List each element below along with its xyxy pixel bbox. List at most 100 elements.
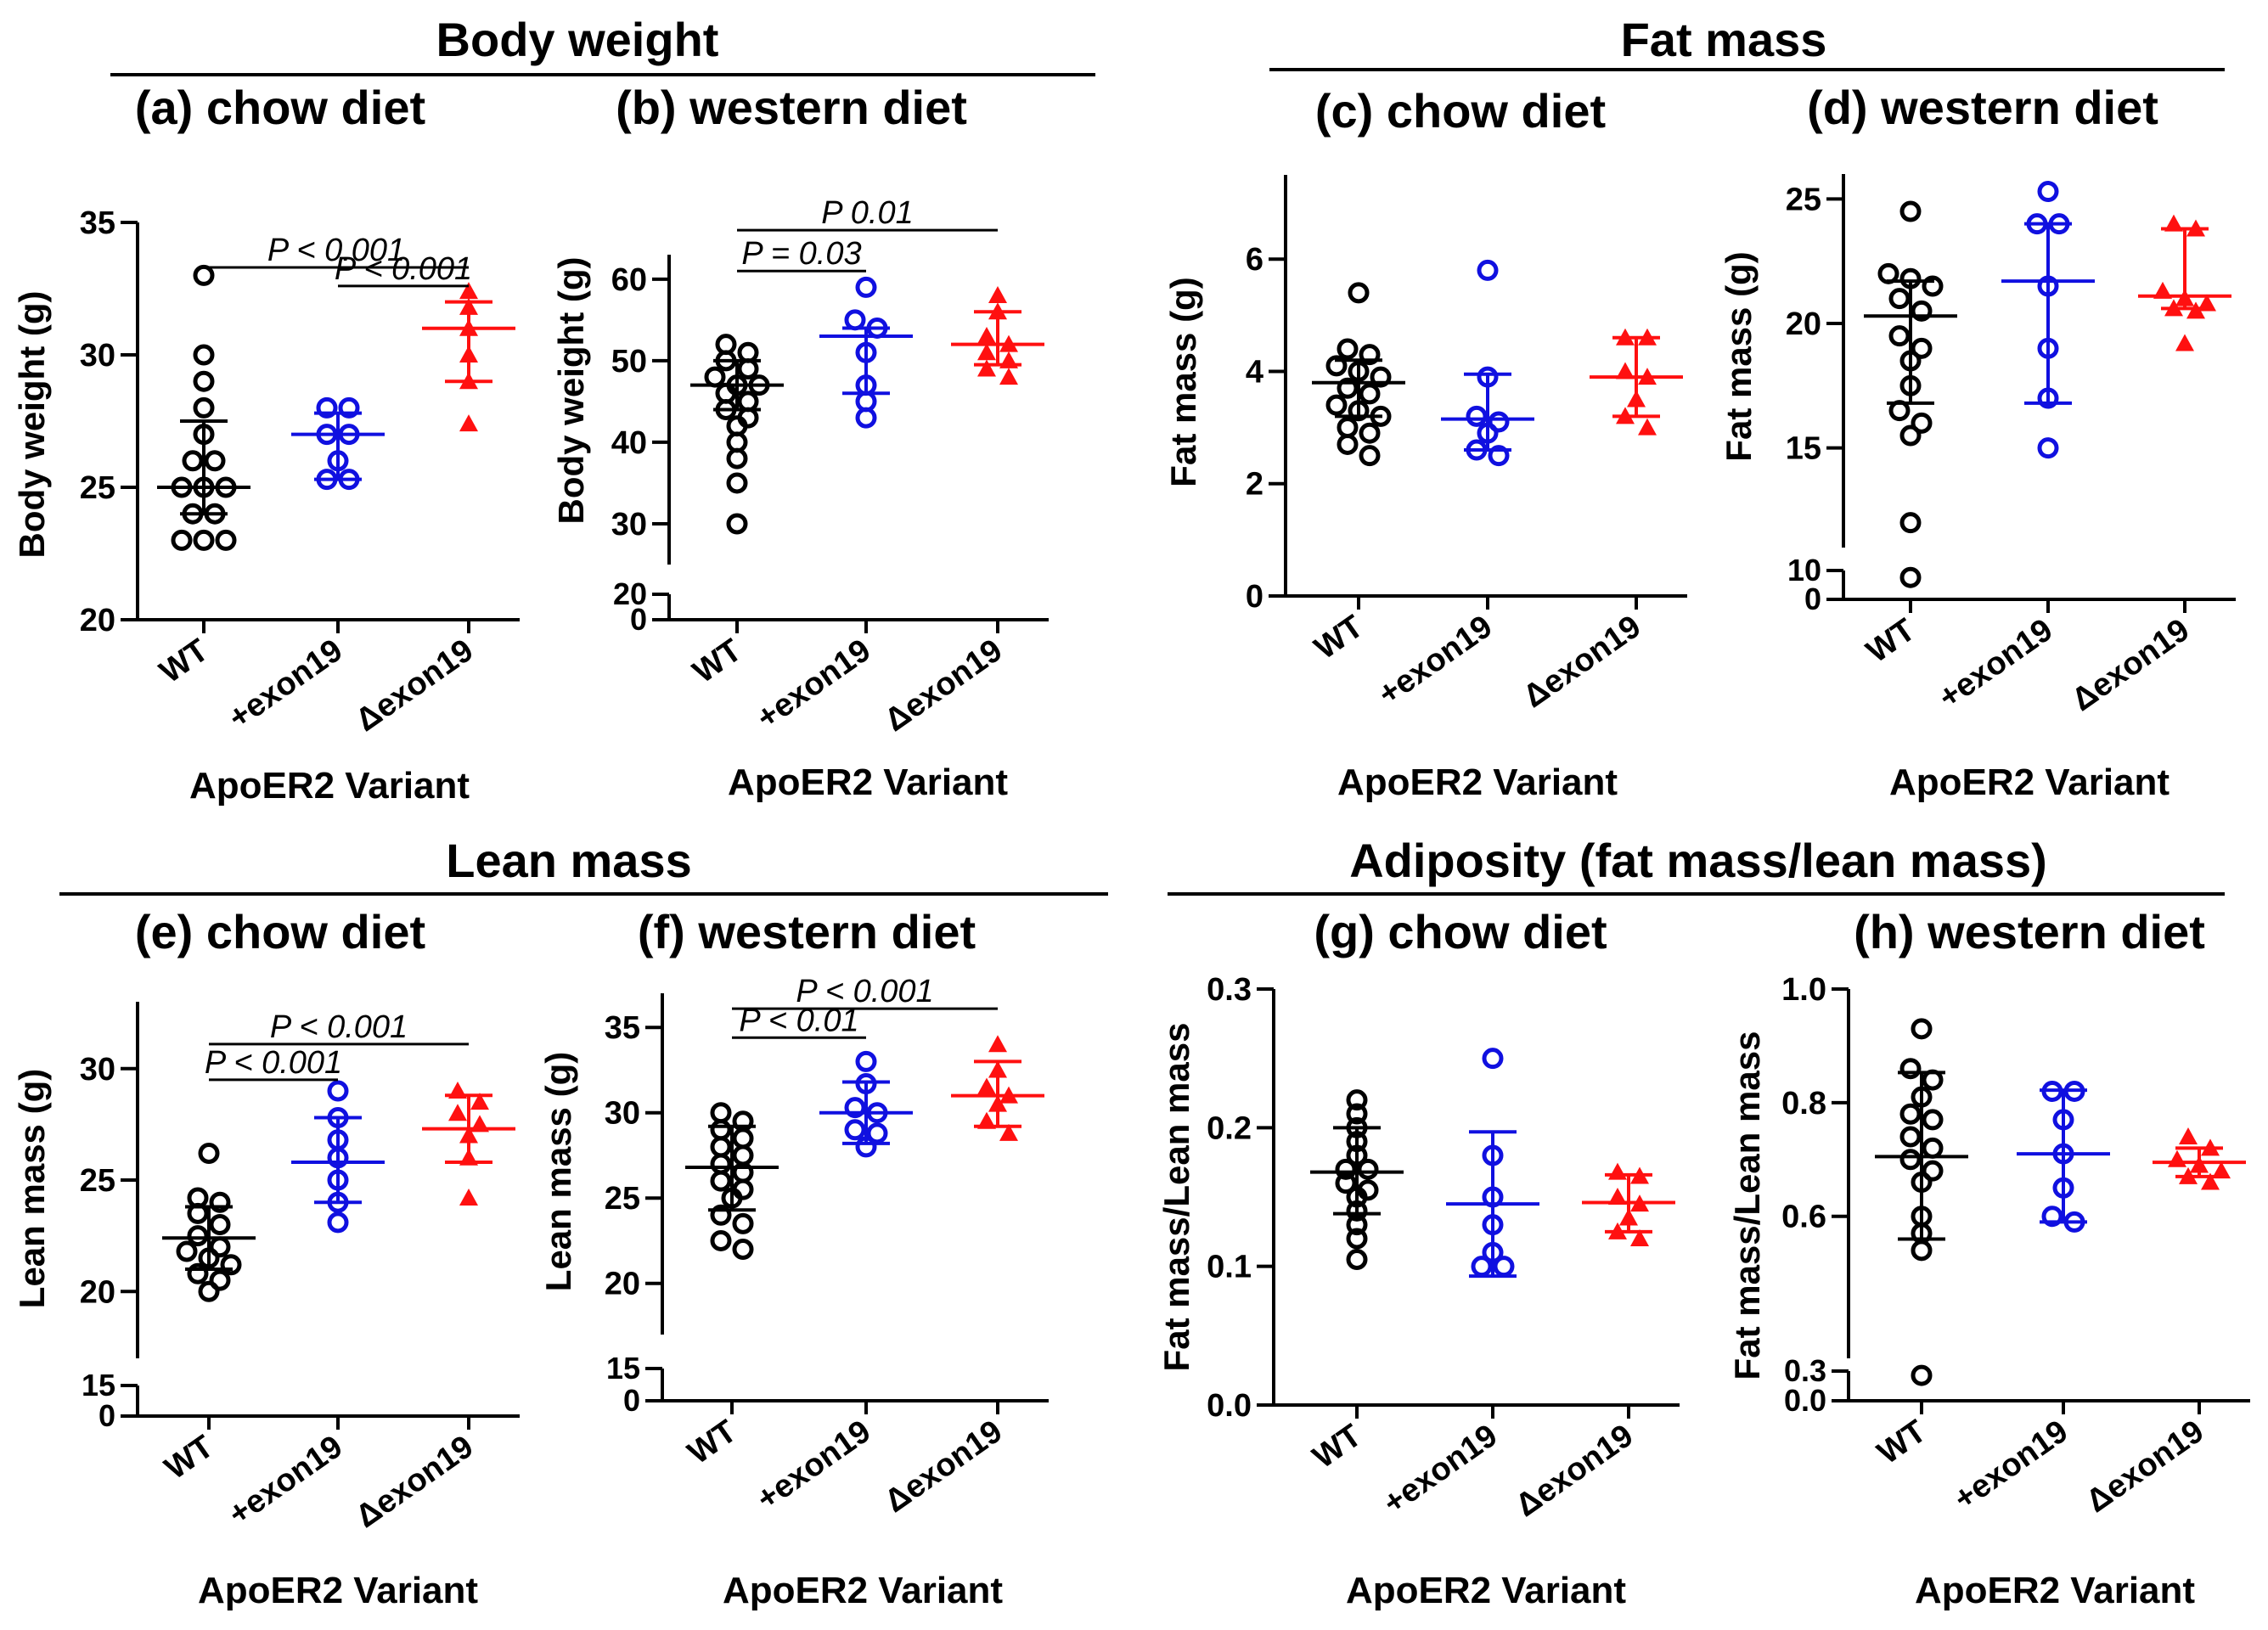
data-point xyxy=(1899,424,1922,447)
data-point xyxy=(1630,1229,1649,1246)
data-point xyxy=(2041,1080,2063,1102)
data-point xyxy=(710,1119,732,1141)
data-point xyxy=(176,1240,198,1262)
x-tick-label-delta-exon19: Δexon19 xyxy=(349,1429,480,1535)
data-point xyxy=(1488,445,1510,467)
data-point xyxy=(1899,1126,1922,1148)
data-point xyxy=(327,1147,349,1169)
data-point xyxy=(710,1204,732,1226)
y-tick-label: 0.2 xyxy=(1207,1110,1252,1146)
y-break-tick-label: 20 xyxy=(613,576,647,611)
y-tick-label: 25 xyxy=(80,470,115,506)
p-value-label: P < 0.001 xyxy=(205,1045,342,1081)
data-point xyxy=(1922,1069,1944,1091)
y-tick-label: 25 xyxy=(1786,182,1821,217)
data-point xyxy=(1359,445,1381,467)
x-tick-label-delta-exon19: Δexon19 xyxy=(2079,1414,2210,1520)
x-tick-label-plus-exon19: +exon19 xyxy=(222,1429,350,1532)
data-point xyxy=(1325,394,1348,416)
data-point xyxy=(977,1111,996,1129)
data-point xyxy=(2153,281,2172,299)
data-point xyxy=(1482,1241,1504,1263)
data-point xyxy=(855,1136,877,1158)
data-point xyxy=(1630,1166,1649,1184)
data-point xyxy=(726,513,748,535)
data-point xyxy=(732,1212,754,1234)
panel-title: (h) western diet xyxy=(1854,905,2205,958)
x-tick-label-delta-exon19: Δexon19 xyxy=(1517,609,1647,715)
data-point xyxy=(2048,213,2070,235)
data-point xyxy=(327,1080,349,1102)
data-point xyxy=(1346,1228,1368,1250)
y-tick-label: 0.8 xyxy=(1781,1086,1826,1121)
data-point xyxy=(182,503,204,525)
y-tick-label: 0.3 xyxy=(1207,972,1252,1008)
data-point xyxy=(459,318,478,336)
data-point xyxy=(193,476,215,498)
data-point xyxy=(704,366,726,388)
data-point xyxy=(215,476,237,498)
data-point xyxy=(988,1060,1007,1078)
data-point xyxy=(459,282,478,300)
y-tick-label: 35 xyxy=(80,205,115,241)
data-point xyxy=(448,1104,467,1121)
x-axis-label: ApoER2 Variant xyxy=(189,765,470,807)
data-point xyxy=(977,359,996,377)
data-point xyxy=(2179,1127,2198,1144)
data-point xyxy=(220,1254,242,1276)
data-point xyxy=(193,529,215,551)
x-tick-label-delta-exon19: Δexon19 xyxy=(349,632,480,739)
data-point xyxy=(2175,289,2194,306)
data-point xyxy=(710,1153,732,1175)
y-tick-label: 20 xyxy=(80,603,115,638)
data-point xyxy=(1899,512,1922,534)
p-value-label: P < 0.01 xyxy=(739,1003,858,1038)
data-point xyxy=(1346,1249,1368,1270)
y-tick-label: 20 xyxy=(80,1274,115,1310)
y-tick-label: 30 xyxy=(80,338,115,374)
data-point xyxy=(1619,1208,1638,1226)
data-point xyxy=(715,399,737,420)
data-point xyxy=(2063,1211,2085,1233)
panel-title: (e) chow diet xyxy=(135,905,425,958)
y-tick-label: 6 xyxy=(1246,242,1263,278)
data-point xyxy=(2164,299,2183,317)
y-tick-label: 20 xyxy=(1786,306,1821,342)
x-axis-label: ApoER2 Variant xyxy=(1889,762,2170,803)
data-point xyxy=(1335,1172,1357,1194)
data-point xyxy=(209,1236,231,1258)
y-axis-label: Fat mass (g) xyxy=(1163,277,1203,486)
data-point xyxy=(193,424,215,446)
data-point xyxy=(470,1115,489,1133)
y-axis-label: Lean mass (g) xyxy=(538,1052,578,1291)
data-point xyxy=(1337,377,1359,399)
x-axis-label: ApoER2 Variant xyxy=(1915,1570,2195,1611)
data-point xyxy=(198,1280,220,1302)
data-point xyxy=(1638,328,1657,346)
data-point xyxy=(1482,1214,1504,1236)
data-point xyxy=(1346,1144,1368,1166)
section-title-fat-mass: Fat mass xyxy=(1621,13,1827,66)
data-point xyxy=(1337,338,1359,360)
data-point xyxy=(1630,1194,1649,1212)
data-point xyxy=(988,286,1007,304)
y-tick-label: 0 xyxy=(1246,579,1263,615)
data-point xyxy=(2063,1080,2085,1102)
data-point xyxy=(977,343,996,361)
data-point xyxy=(215,529,237,551)
data-point xyxy=(459,346,478,363)
panel-title: (d) western diet xyxy=(1807,81,2158,134)
data-point xyxy=(1608,1162,1627,1180)
data-point xyxy=(999,1123,1018,1141)
data-point xyxy=(866,317,888,339)
data-point xyxy=(999,368,1018,385)
data-point xyxy=(1359,422,1381,444)
data-point xyxy=(1359,344,1381,366)
data-point xyxy=(1911,1172,1933,1194)
data-point xyxy=(327,1169,349,1191)
data-point xyxy=(1616,362,1635,379)
y-tick-label: 20 xyxy=(605,1267,640,1302)
data-point xyxy=(1616,407,1635,424)
y-break-tick-label: 0 xyxy=(98,1398,115,1433)
